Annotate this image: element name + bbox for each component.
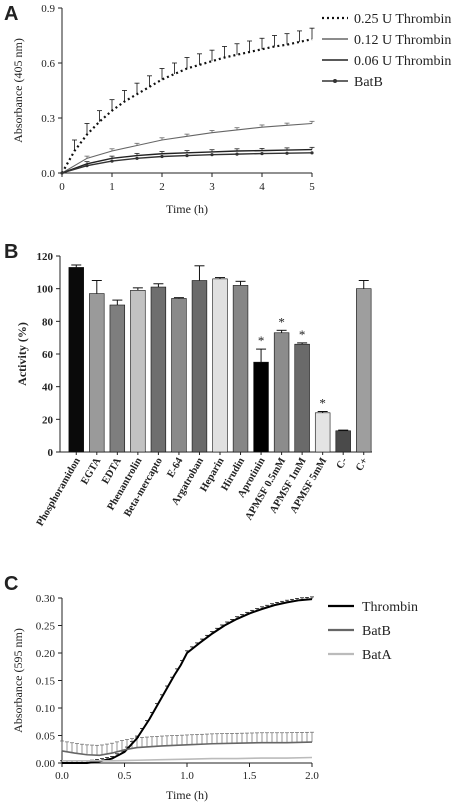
panel-a-x-tick-label: 2 <box>159 181 165 193</box>
panel-b-significance-star: * <box>299 327 306 342</box>
panel-c-chart: 0.00 0.05 0.10 0.15 0.20 0.25 0.30 0.0 0.5 1.0 1.5… <box>11 593 418 802</box>
panel-a-marker-batb <box>110 159 114 163</box>
panel-b-y-tick-label: 80 <box>42 316 54 328</box>
panel-c-y-tick-label: 0.20 <box>36 648 56 660</box>
panel-c-x-tick-label: 1.0 <box>180 770 194 782</box>
panel-a-legend-label-0-25-u-thrombin: 0.25 U Thrombin <box>354 12 451 27</box>
panel-b-bar-apmsf-0-5mm <box>273 332 290 453</box>
panel-b-bar-c <box>335 430 351 453</box>
panel-a-legend-label-0-06-u-thrombin: 0.06 U Thrombin <box>354 54 451 69</box>
panel-b-y-tick-label: 0 <box>48 447 54 459</box>
panel-a-marker-batb <box>60 171 64 175</box>
panel-b-chart: 0 20 40 60 80 100 120 Activity (%) Phosphoramido… <box>15 251 372 528</box>
panel-b-bar-apmsf-1mm <box>294 343 310 453</box>
panel-a-y-tick-label: 0.9 <box>41 3 55 15</box>
panel-a-y-axis-title: Absorbance (405 nm) <box>11 38 25 143</box>
panel-c-x-axis-title: Time (h) <box>166 788 208 802</box>
panel-a-series-0-12-u-thrombin <box>61 122 313 174</box>
panel-a-marker-batb <box>235 152 239 156</box>
panel-c-y-tick-label: 0.00 <box>36 758 56 770</box>
panel-c-series-bata <box>62 756 313 762</box>
panel-c-y-axis-title: Absorbance (595 nm) <box>11 628 25 733</box>
panel-b-y-axis-title: Activity (%) <box>15 322 29 386</box>
panel-a-x-axis-title: Time (h) <box>166 202 208 216</box>
panel-c-x-tick-label: 0.5 <box>118 770 132 782</box>
panel-b-y-tick-label: 60 <box>42 349 54 361</box>
panel-a-marker-batb <box>260 151 264 156</box>
panel-b-bar-egta <box>89 293 105 453</box>
panel-b-bar-aprotinin <box>253 361 269 453</box>
panel-a-x-tick-label: 1 <box>109 181 115 193</box>
panel-b-bar-e-64 <box>171 298 187 453</box>
panel-b-bar-beta-mercapto <box>150 286 167 453</box>
panel-c-legend-label-bata: BatA <box>362 648 392 663</box>
panel-b-bar-apmsf-5mm <box>314 412 331 453</box>
panel-a-chart: 0.0 0.3 0.6 0.9 0 1 2 3 4 5 Time (h) Absorbance (40… <box>11 3 451 216</box>
panel-letter-a: A <box>4 3 18 25</box>
panel-c-y-tick-label: 0.30 <box>36 593 56 605</box>
panel-a-legend-label-batb: BatB <box>354 75 383 90</box>
panel-c-x-tick-label: 1.5 <box>243 770 257 782</box>
panel-c-legend-label-batb: BatB <box>362 624 391 639</box>
panel-a-marker-batb <box>310 151 314 155</box>
panel-b-significance-star: * <box>278 314 285 329</box>
panel-a-y-tick-label: 0.3 <box>41 113 55 125</box>
panel-a-marker-batb <box>285 151 289 155</box>
panel-b-bar-hirudin <box>232 285 249 453</box>
panel-letter-b: B <box>4 241 18 263</box>
panel-b-category-label-e-64: E-64 <box>166 455 186 479</box>
panel-c-x-tick-label: 2.0 <box>305 770 319 782</box>
panel-a-legend-label-0-12-u-thrombin: 0.12 U Thrombin <box>354 33 451 48</box>
panel-c-y-tick-label: 0.05 <box>36 731 56 743</box>
panel-b-y-tick-label: 120 <box>37 251 54 263</box>
panel-b-significance-star: * <box>319 395 326 410</box>
panel-c-x-tick-label: 0.0 <box>55 770 69 782</box>
panel-a-y-tick-label: 0.0 <box>41 168 55 180</box>
panel-a-marker-batb <box>185 153 189 158</box>
panel-a-marker-batb <box>135 156 139 160</box>
panel-a-x-tick-label: 3 <box>209 181 215 193</box>
panel-a-legend-marker <box>333 79 337 83</box>
panel-a-marker-batb <box>210 153 214 157</box>
panel-a-x-tick-label: 0 <box>59 181 65 193</box>
panel-b-bar-c <box>356 288 372 453</box>
panel-a-y-tick-label: 0.6 <box>41 58 55 70</box>
panel-a-marker-batb <box>160 154 164 159</box>
panel-b-category-label-egta: EGTA <box>79 456 103 487</box>
panel-b-bar-phenantrolin <box>130 289 146 453</box>
panel-b-category-label-phosphoramidon: Phosphoramidon <box>35 456 83 528</box>
panel-a-x-tick-label: 5 <box>309 181 315 193</box>
panel-b-y-tick-label: 40 <box>42 382 54 394</box>
panel-b-y-tick-label: 20 <box>42 414 54 426</box>
panel-b-category-label-c: C- <box>335 456 350 472</box>
panel-a-marker-batb <box>85 164 89 168</box>
panel-c-legend-label-thrombin: Thrombin <box>362 600 418 615</box>
panel-b-bar-heparin <box>212 278 228 453</box>
panel-b-bar-argatroban <box>191 280 208 453</box>
panel-c-y-tick-label: 0.10 <box>36 703 56 715</box>
panel-b-bar-edta <box>109 304 126 453</box>
panel-c-series-batb <box>61 741 313 757</box>
panel-b-y-tick-label: 100 <box>37 284 54 296</box>
panel-c-y-tick-label: 0.15 <box>36 676 56 688</box>
panel-c-y-tick-label: 0.25 <box>36 621 56 633</box>
panel-b-category-label-c: C+ <box>354 456 370 473</box>
panel-a-x-tick-label: 4 <box>259 181 265 193</box>
panel-c-series-thrombin <box>62 598 313 764</box>
panel-b-significance-star: * <box>258 333 265 348</box>
panel-letter-c: C <box>4 573 18 595</box>
panel-b-bar-phosphoramidon <box>68 267 84 453</box>
